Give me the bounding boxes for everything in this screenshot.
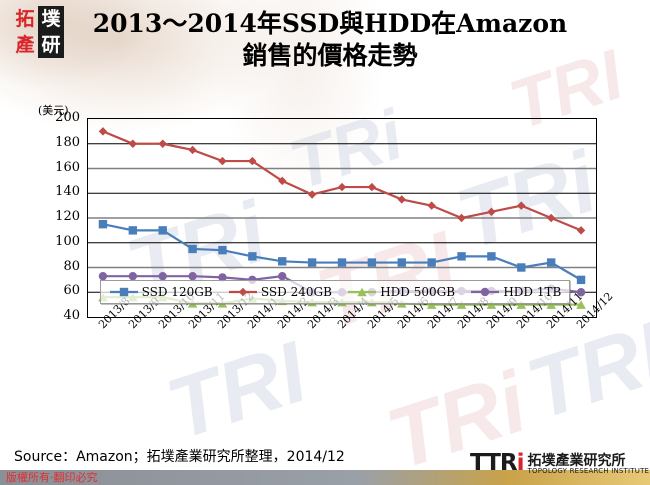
- legend-item-hdd-1tb[interactable]: HDD 1TB: [470, 285, 561, 299]
- y-axis-tick-label: 140: [55, 184, 80, 200]
- data-point-marker: [158, 226, 167, 235]
- tri-name-en: TOPOLOGY RESEARCH INSTITUTE: [527, 467, 650, 475]
- data-point-marker: [481, 287, 490, 297]
- legend-swatch-icon: [471, 287, 500, 297]
- data-point-marker: [128, 226, 138, 235]
- source-note: Source：Amazon；拓墣產業研究所整理，2014/12: [14, 449, 345, 465]
- data-point-marker: [487, 252, 496, 261]
- legend-swatch-icon: [228, 287, 257, 297]
- tri-wordmark: TTRi: [470, 450, 525, 476]
- y-axis-tick-label: 200: [55, 110, 80, 125]
- page-title-line-2: 銷售的價格走勢: [242, 41, 418, 70]
- data-point-marker: [98, 127, 108, 136]
- data-point-marker: [337, 182, 347, 192]
- y-axis-tick-label: 120: [55, 209, 80, 224]
- data-point-marker: [457, 213, 466, 223]
- legend-label: HDD 500GB: [380, 285, 456, 299]
- legend-label: HDD 1TB: [503, 285, 562, 299]
- series-ssd-120gb: [98, 219, 586, 285]
- data-point-marker: [517, 201, 526, 210]
- data-point-marker: [188, 271, 197, 281]
- data-point-marker: [158, 139, 167, 148]
- data-point-marker: [158, 271, 167, 281]
- y-axis-unit-label: (美元): [38, 104, 69, 117]
- y-axis-tick-label: 60: [63, 283, 80, 299]
- series-line: [102, 223, 582, 281]
- y-axis-tick-label: 180: [55, 134, 80, 150]
- data-point-marker: [457, 252, 466, 261]
- y-axis-tick-label: 160: [55, 159, 80, 175]
- seal-char-3: 產: [15, 34, 35, 56]
- data-point-marker: [456, 300, 467, 309]
- tri-footer-logo: TTRi 拓墣產業研究所 TOPOLOGY RESEARCH INSTITUTE: [470, 452, 649, 475]
- page-title-line-1: 2013～2014年SSD與HDD在Amazon: [92, 9, 568, 38]
- data-point-marker: [307, 258, 317, 267]
- data-point-marker: [278, 271, 287, 281]
- data-point-marker: [426, 300, 437, 309]
- legend-swatch-icon: [348, 287, 377, 297]
- data-point-marker: [546, 300, 556, 309]
- data-point-marker: [367, 258, 377, 267]
- data-point-marker: [218, 156, 227, 166]
- data-point-marker: [487, 207, 496, 217]
- data-point-marker: [516, 300, 527, 309]
- data-point-marker: [357, 287, 368, 297]
- data-point-marker: [546, 213, 556, 223]
- chart-legend: SSD 120GB SSD 240GB HDD 500GB HDD 1TB: [100, 280, 570, 304]
- data-point-marker: [546, 258, 556, 267]
- price-trend-chart: (美元) 200 180 160 140 120 100 80 60 40 2013/8 2013…: [0, 100, 650, 420]
- page-title: 2013～2014年SSD與HDD在Amazon 銷售的價格走勢: [70, 8, 590, 72]
- data-point-marker: [248, 156, 257, 166]
- data-point-marker: [218, 273, 227, 282]
- seal-char-2: 墣: [38, 6, 64, 32]
- data-point-marker: [128, 271, 138, 281]
- tri-wordmark-letters: TTR: [470, 450, 518, 476]
- tri-name-block: 拓墣產業研究所 TOPOLOGY RESEARCH INSTITUTE: [528, 454, 650, 475]
- tri-name-cn: 拓墣產業研究所: [527, 453, 626, 469]
- data-point-marker: [119, 287, 128, 297]
- data-point-marker: [218, 245, 227, 255]
- data-point-marker: [278, 176, 287, 186]
- data-point-marker: [337, 258, 347, 267]
- y-axis-tick-label: 40: [63, 308, 80, 323]
- data-point-marker: [576, 275, 586, 285]
- data-point-marker: [576, 288, 586, 297]
- data-point-marker: [307, 190, 317, 199]
- data-point-marker: [397, 258, 406, 267]
- data-point-marker: [128, 139, 138, 148]
- data-point-marker: [188, 145, 197, 155]
- data-point-marker: [98, 219, 108, 229]
- seal-char-1: 拓: [15, 8, 35, 30]
- legend-label: SSD 120GB: [141, 285, 213, 299]
- legend-item-ssd-240gb[interactable]: SSD 240GB: [228, 285, 332, 299]
- data-point-marker: [188, 244, 197, 254]
- data-point-marker: [427, 258, 436, 267]
- data-point-marker: [576, 300, 586, 309]
- data-point-marker: [397, 195, 406, 204]
- data-point-marker: [517, 263, 526, 272]
- legend-item-ssd-120gb[interactable]: SSD 120GB: [109, 285, 213, 299]
- copyright-note: 版權所有‧翻印必究: [6, 471, 98, 484]
- data-point-marker: [98, 271, 108, 281]
- data-point-marker: [278, 257, 287, 266]
- data-point-marker: [248, 252, 257, 261]
- legend-swatch-icon: [109, 287, 138, 297]
- tri-seal-logo: 拓 墣 產 研: [12, 6, 64, 58]
- y-axis-tick-label: 80: [63, 258, 80, 274]
- data-point-marker: [576, 226, 586, 235]
- footer-bar: [0, 470, 650, 485]
- data-point-marker: [486, 300, 497, 309]
- seal-char-4: 研: [38, 32, 64, 58]
- y-axis-tick-label: 100: [55, 233, 80, 249]
- series-line: [102, 130, 582, 232]
- data-point-marker: [427, 201, 436, 210]
- legend-item-hdd-500gb[interactable]: HDD 500GB: [347, 285, 455, 299]
- tri-wordmark-dot: i: [516, 450, 525, 476]
- data-point-marker: [238, 287, 248, 297]
- data-point-marker: [367, 182, 377, 192]
- legend-label: SSD 240GB: [260, 285, 332, 299]
